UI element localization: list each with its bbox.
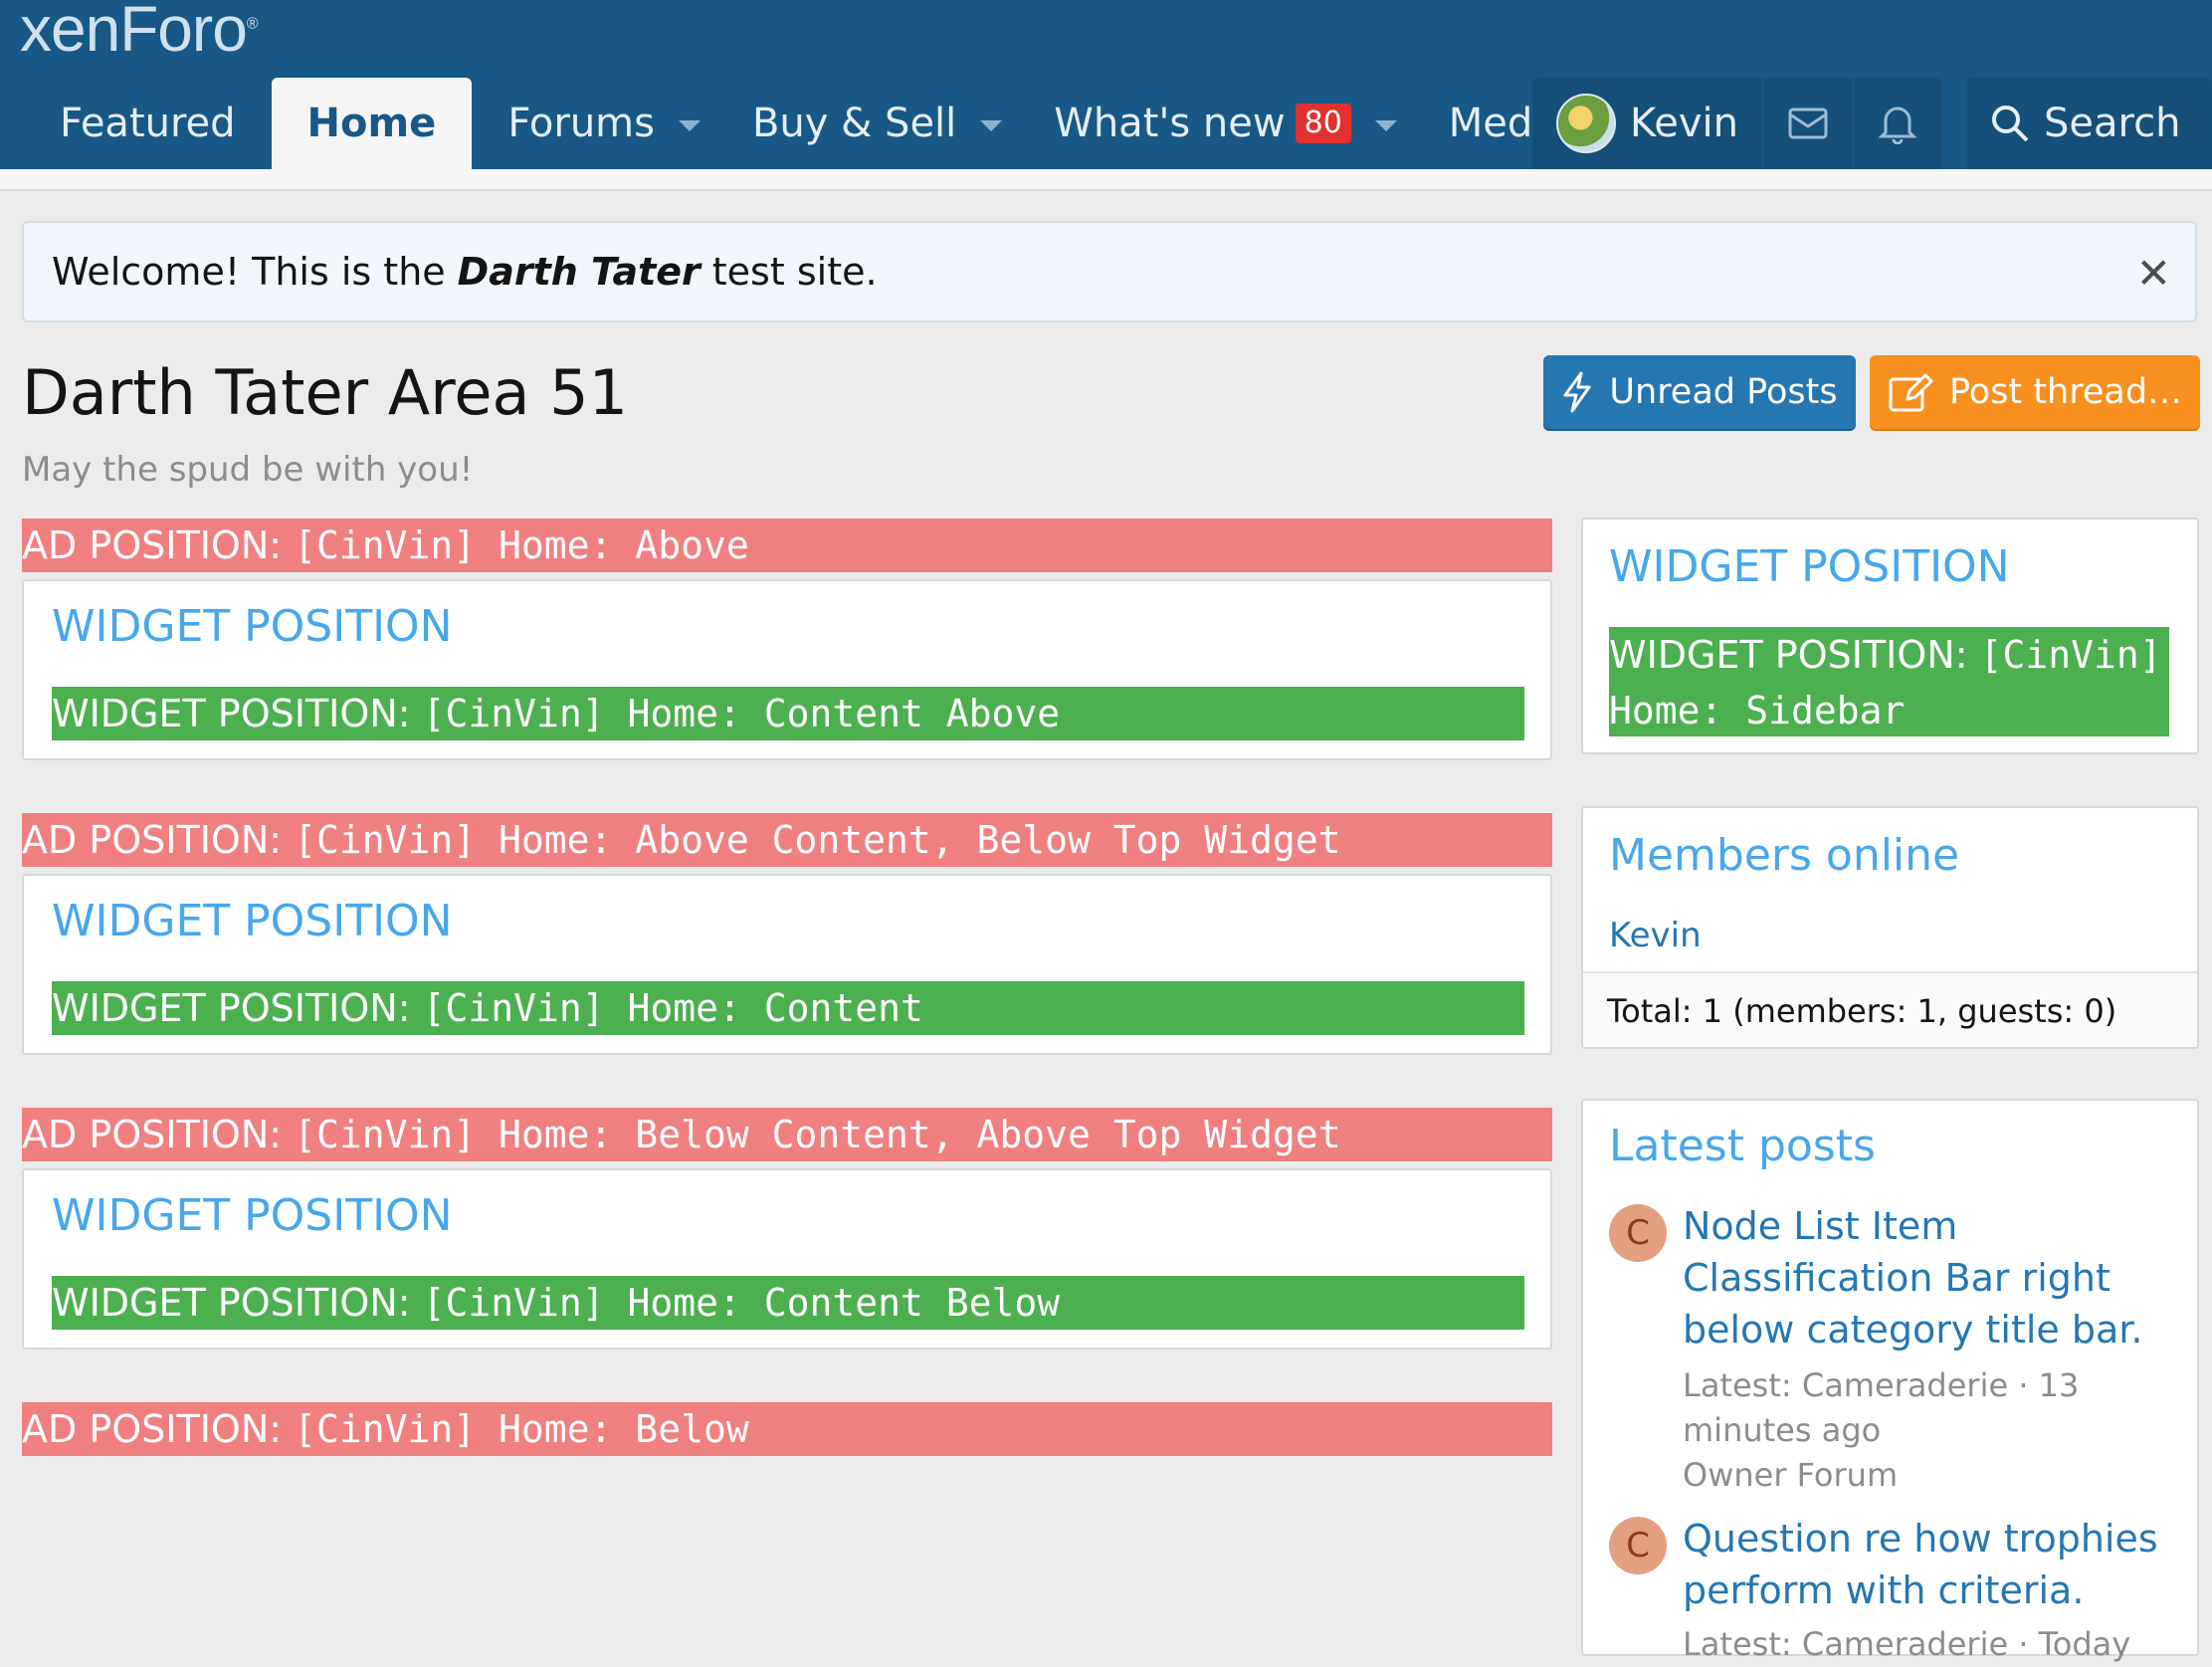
sub-nav xyxy=(0,169,2212,191)
site-header: xenForo® Featured Home Forums Buy & Sell… xyxy=(0,0,2212,169)
post-title-link[interactable]: Question re how trophies perform with cr… xyxy=(1683,1517,2158,1612)
avatar[interactable]: C xyxy=(1609,1204,1667,1262)
widget-position-banner: WIDGET POSITION: [CinVin] Home: Content … xyxy=(52,687,1524,740)
chevron-down-icon[interactable] xyxy=(678,119,701,131)
unread-posts-button[interactable]: Unread Posts xyxy=(1543,355,1856,429)
bell-icon[interactable] xyxy=(1854,78,1941,169)
user-bar: Kevin xyxy=(1532,78,1941,169)
latest-posts-title[interactable]: Latest posts xyxy=(1609,1121,1876,1171)
unread-count-badge: 80 xyxy=(1295,104,1351,143)
widget-title: WIDGET POSITION xyxy=(52,601,453,652)
edit-icon xyxy=(1889,373,1933,412)
search-icon xyxy=(1992,105,2029,142)
avatar xyxy=(1556,94,1616,153)
widget-block: WIDGET POSITION WIDGET POSITION: [CinVin… xyxy=(22,1168,1552,1350)
widget-title: WIDGET POSITION xyxy=(52,1190,453,1241)
tab-forums[interactable]: Forums xyxy=(472,78,716,169)
widget-block: WIDGET POSITION WIDGET POSITION: [CinVin… xyxy=(22,579,1552,760)
post-forum-link[interactable]: Owner Forum xyxy=(1683,1456,1899,1494)
page-description: May the spud be with you! xyxy=(22,450,474,490)
post-thread-button[interactable]: Post thread… xyxy=(1870,355,2200,429)
lightning-bolt-icon xyxy=(1563,371,1591,413)
list-item: C Node List Item Classification Bar righ… xyxy=(1609,1200,2176,1499)
search-button[interactable]: Search xyxy=(1966,78,2212,169)
members-online-total: Total: 1 (members: 1, guests: 0) xyxy=(1583,971,2197,1047)
welcome-notice: Welcome! This is the Darth Tater test si… xyxy=(22,221,2197,322)
widget-title: WIDGET POSITION xyxy=(1609,541,2010,592)
online-member-link[interactable]: Kevin xyxy=(1609,916,1702,955)
ad-position-banner: AD POSITION: [CinVin] Home: Below Conten… xyxy=(22,1108,1552,1161)
post-meta: Latest: Cameraderie · Today xyxy=(1683,1625,2131,1663)
account-menu[interactable]: Kevin xyxy=(1532,78,1763,169)
post-meta: Latest: Cameraderie · 13 minutes ago xyxy=(1683,1366,2080,1449)
main-nav: Featured Home Forums Buy & Sell What's n… xyxy=(24,78,1592,169)
post-title-link[interactable]: Node List Item Classification Bar right … xyxy=(1683,1204,2143,1352)
tab-home[interactable]: Home xyxy=(271,78,473,169)
members-online-block: Members online Kevin Total: 1 (members: … xyxy=(1581,806,2199,1049)
close-icon[interactable]: ✕ xyxy=(2135,249,2171,298)
page-title: Darth Tater Area 51 xyxy=(22,356,629,429)
members-online-title[interactable]: Members online xyxy=(1609,830,1960,881)
ad-position-banner: AD POSITION: [CinVin] Home: Above xyxy=(22,519,1552,572)
widget-position-banner: WIDGET POSITION: [CinVin] Home: Content xyxy=(52,981,1524,1035)
site-logo[interactable]: xenForo® xyxy=(20,0,259,65)
chevron-down-icon[interactable] xyxy=(1374,119,1397,131)
inbox-icon[interactable] xyxy=(1763,78,1854,169)
chevron-down-icon[interactable] xyxy=(980,119,1003,131)
tab-buy-sell[interactable]: Buy & Sell xyxy=(716,78,1018,169)
widget-position-banner: WIDGET POSITION: [CinVin] Home: Sidebar xyxy=(1609,627,2169,736)
widget-block: WIDGET POSITION WIDGET POSITION: [CinVin… xyxy=(22,874,1552,1055)
latest-posts-block: Latest posts C Node List Item Classifica… xyxy=(1581,1099,2199,1663)
tab-whats-new[interactable]: What's new 80 xyxy=(1018,78,1413,169)
avatar[interactable]: C xyxy=(1609,1517,1667,1574)
sidebar-widget-block: WIDGET POSITION WIDGET POSITION: [CinVin… xyxy=(1581,518,2199,754)
ad-position-banner: AD POSITION: [CinVin] Home: Below xyxy=(22,1402,1552,1456)
username: Kevin xyxy=(1630,101,1738,146)
ad-position-banner: AD POSITION: [CinVin] Home: Above Conten… xyxy=(22,813,1552,867)
list-item: C Question re how trophies perform with … xyxy=(1609,1513,2176,1663)
tab-media[interactable]: Med xyxy=(1448,101,1533,146)
tab-featured[interactable]: Featured xyxy=(60,101,236,146)
widget-title: WIDGET POSITION xyxy=(52,896,453,946)
site-name: Darth Tater xyxy=(457,250,701,294)
widget-position-banner: WIDGET POSITION: [CinVin] Home: Content … xyxy=(52,1276,1524,1330)
